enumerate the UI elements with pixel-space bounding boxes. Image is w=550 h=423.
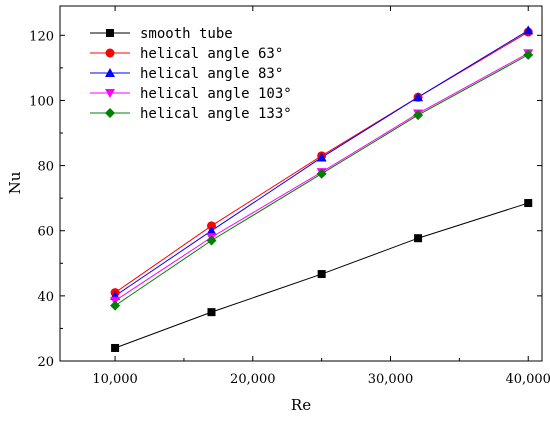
data-point-2-1	[206, 225, 217, 235]
series-markers	[110, 25, 534, 352]
data-point-4-4	[523, 49, 534, 60]
y-tick-label: 20	[37, 355, 54, 370]
data-point-2-4	[523, 25, 534, 35]
data-point-0-0	[111, 343, 120, 352]
legend-marker-3	[105, 89, 115, 98]
legend-label-0: smooth tube	[140, 26, 233, 42]
axis-ticks: 10,000 20,000 30,000 40,000 20 40 60 80 100 120	[29, 6, 550, 387]
x-tick-label: 10,000	[92, 372, 138, 387]
y-tick-label: 60	[37, 225, 54, 240]
legend-marker-4	[105, 108, 115, 118]
legend-label-1: helical angle 63°	[140, 46, 283, 62]
y-tick-label: 40	[37, 290, 54, 305]
y-tick-label: 80	[37, 160, 54, 175]
legend-marker-0	[106, 29, 114, 37]
legend-label-4: helical angle 133°	[140, 106, 292, 122]
data-point-4-1	[206, 235, 217, 246]
data-point-0-1	[207, 308, 216, 317]
x-tick-label: 30,000	[368, 372, 414, 387]
legend-label-2: helical angle 83°	[140, 66, 283, 82]
data-point-0-3	[414, 234, 423, 243]
legend-marker-1	[105, 48, 115, 58]
y-tick-label: 120	[29, 29, 54, 44]
plot-frame	[59, 5, 543, 362]
data-point-4-3	[413, 110, 424, 121]
legend: smooth tube helical angle 63° helical angl…	[90, 26, 292, 122]
data-point-2-2	[316, 152, 327, 162]
x-tick-label: 20,000	[230, 372, 276, 387]
data-point-2-3	[413, 92, 424, 102]
legend-marker-2	[105, 68, 115, 77]
y-tick-label: 100	[29, 94, 54, 109]
x-tick-label: 40,000	[505, 372, 550, 387]
data-point-4-2	[316, 168, 327, 179]
data-point-4-0	[110, 300, 121, 311]
x-axis-label: Re	[291, 396, 311, 414]
y-axis-label: Nu	[6, 171, 24, 194]
legend-label-3: helical angle 103°	[140, 86, 292, 102]
data-point-0-2	[317, 270, 326, 279]
data-point-0-4	[524, 199, 533, 208]
